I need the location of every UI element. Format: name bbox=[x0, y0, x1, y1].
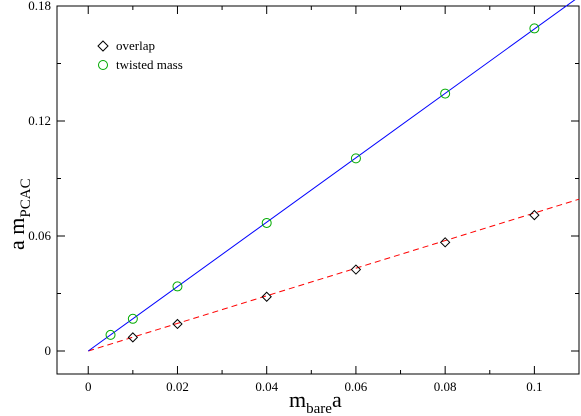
x-axis-title: mbarea bbox=[289, 387, 342, 416]
x-tick-label: 0.06 bbox=[345, 379, 368, 394]
y-tick-label: 0.06 bbox=[28, 228, 51, 243]
x-tick-label: 0.04 bbox=[255, 379, 278, 394]
legend-marker-twisted-mass bbox=[98, 60, 108, 70]
x-axis-title-main: m bbox=[289, 387, 306, 412]
point-twisted-mass bbox=[172, 281, 183, 292]
point-twisted-mass bbox=[261, 217, 272, 228]
point-overlap bbox=[127, 332, 139, 343]
tick-layer: 0 0.02 0.04 0.06 0.08 0.1 0 0.06 0.12 0.18 bbox=[28, 0, 580, 394]
point-overlap bbox=[261, 291, 272, 302]
legend-label-overlap: overlap bbox=[116, 38, 155, 53]
y-axis-title: a mPCAC bbox=[4, 178, 34, 250]
point-overlap bbox=[439, 237, 451, 248]
x-tick-label: 0 bbox=[85, 379, 92, 394]
point-twisted-mass bbox=[350, 153, 361, 164]
y-tick-label: 0.12 bbox=[28, 113, 51, 128]
legend-box bbox=[82, 28, 220, 76]
point-overlap bbox=[529, 209, 540, 221]
point-twisted-mass bbox=[105, 329, 116, 340]
point-twisted-mass bbox=[529, 23, 540, 34]
point-twisted-mass bbox=[127, 313, 138, 324]
legend-marker-overlap bbox=[97, 40, 109, 52]
y-tick-label: 0 bbox=[45, 343, 52, 358]
point-overlap bbox=[350, 264, 362, 275]
point-overlap bbox=[172, 318, 183, 330]
y-tick-label: 0.18 bbox=[28, 0, 51, 13]
x-tick-label: 0.02 bbox=[166, 379, 189, 394]
legend-label-twisted-mass: twisted mass bbox=[116, 57, 183, 72]
y-axis-title-sub: PCAC bbox=[18, 178, 34, 217]
x-tick-label: 0.1 bbox=[526, 379, 542, 394]
fit-line-twisted-mass bbox=[87, 0, 576, 352]
fit-line-overlap bbox=[88, 198, 580, 352]
point-twisted-mass bbox=[440, 88, 451, 99]
x-axis-title-suffix: a bbox=[332, 387, 342, 412]
legend: overlap twisted mass bbox=[82, 28, 220, 76]
plot-frame bbox=[56, 5, 580, 375]
x-axis-title-sub: bare bbox=[306, 401, 332, 416]
y-axis-title-prefix: a m bbox=[4, 218, 29, 250]
fit-layer bbox=[87, 0, 580, 352]
x-tick-label: 0.08 bbox=[434, 379, 457, 394]
marker-layer bbox=[105, 23, 540, 343]
